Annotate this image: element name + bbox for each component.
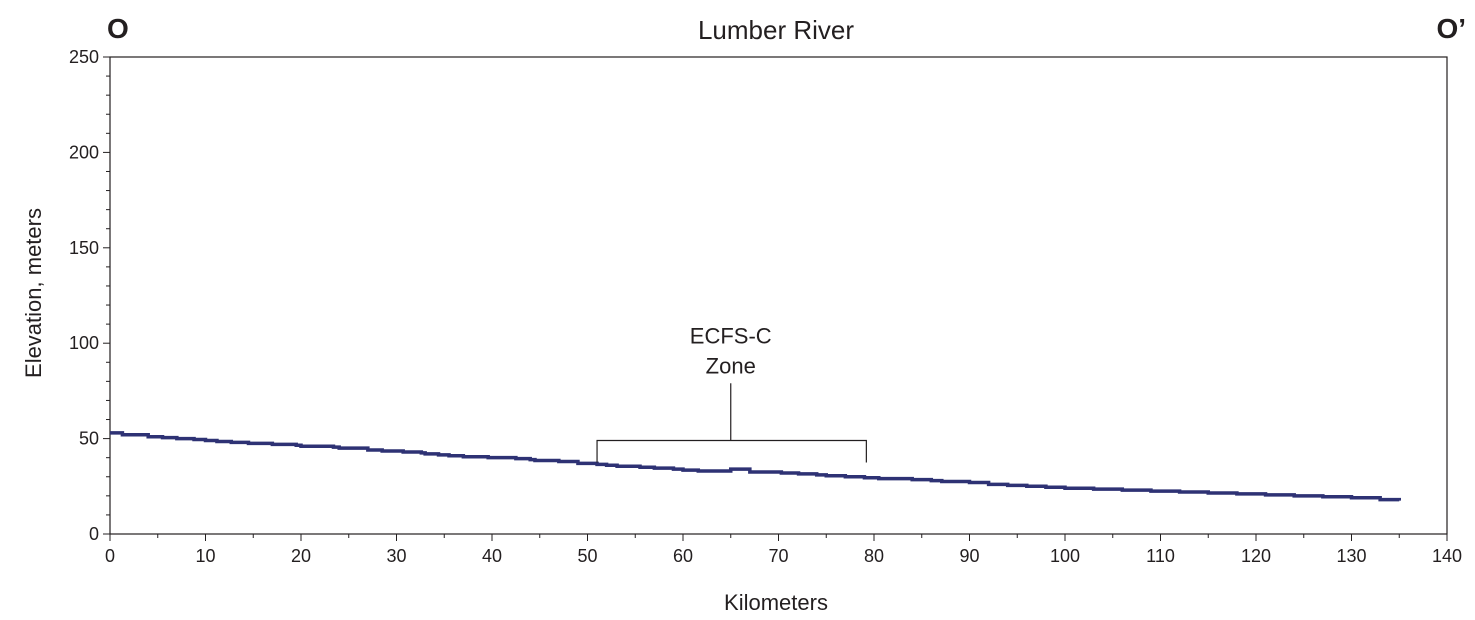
x-tick-label: 110 bbox=[1146, 546, 1175, 566]
y-tick-label: 250 bbox=[69, 47, 99, 67]
y-tick-label: 50 bbox=[79, 429, 99, 449]
x-tick-label: 80 bbox=[864, 546, 884, 566]
right-section-marker: O’ bbox=[1436, 13, 1466, 44]
y-axis-label: Elevation, meters bbox=[21, 208, 46, 378]
y-tick-label: 100 bbox=[69, 333, 99, 353]
y-tick-label: 200 bbox=[69, 142, 99, 162]
x-tick-label: 50 bbox=[577, 546, 597, 566]
x-tick-label: 130 bbox=[1336, 546, 1366, 566]
x-tick-label: 0 bbox=[105, 546, 115, 566]
x-tick-label: 30 bbox=[386, 546, 406, 566]
left-section-marker: O bbox=[107, 13, 129, 44]
x-tick-label: 90 bbox=[959, 546, 979, 566]
annotations: ECFS-C Zone bbox=[596, 323, 867, 463]
x-tick-label: 60 bbox=[673, 546, 693, 566]
x-tick-label: 120 bbox=[1241, 546, 1271, 566]
elevation-profile-line bbox=[110, 431, 1401, 502]
plot-area: 0 10 20 30 40 50 60 70 80 90 100 110 120 130 140 0 50 100… bbox=[69, 47, 1462, 566]
y-tick-label: 150 bbox=[69, 238, 99, 258]
x-tick-label: 10 bbox=[195, 546, 215, 566]
y-tick-label: 0 bbox=[89, 524, 99, 544]
x-tick-label: 140 bbox=[1432, 546, 1462, 566]
x-tick-label: 40 bbox=[482, 546, 502, 566]
x-tick-label: 70 bbox=[768, 546, 788, 566]
chart-title: Lumber River bbox=[698, 15, 854, 45]
zone-bracket bbox=[596, 439, 867, 463]
x-tick-label: 100 bbox=[1050, 546, 1080, 566]
zone-label: Zone bbox=[706, 353, 756, 378]
zone-label: ECFS-C bbox=[690, 323, 772, 348]
x-axis-label: Kilometers bbox=[724, 590, 828, 615]
x-tick-label: 20 bbox=[291, 546, 311, 566]
plot-frame bbox=[109, 56, 1448, 535]
profile-series bbox=[110, 431, 1401, 502]
